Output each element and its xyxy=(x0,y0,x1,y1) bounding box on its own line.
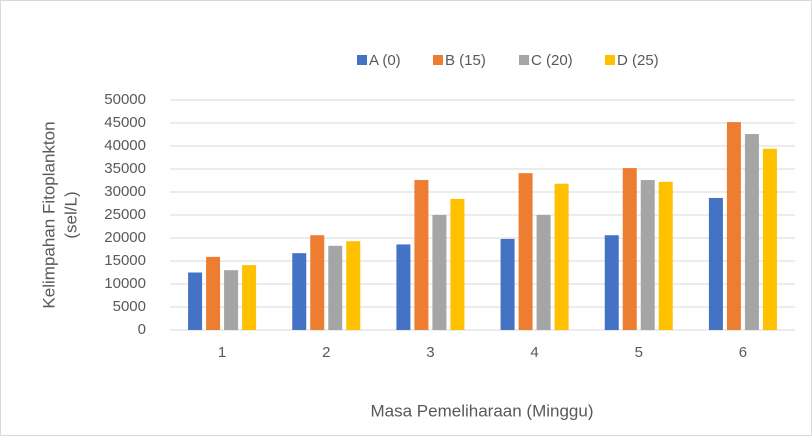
y-tick-label: 30000 xyxy=(104,183,146,200)
y-tick-label: 25000 xyxy=(104,206,146,223)
y-tick-label: 5000 xyxy=(113,298,146,315)
bar xyxy=(310,235,325,330)
legend-swatch xyxy=(357,55,367,65)
legend-label: C (20) xyxy=(531,52,573,69)
bar xyxy=(450,198,465,330)
bar xyxy=(622,168,637,330)
bar xyxy=(432,215,447,330)
legend-swatch xyxy=(519,55,529,65)
y-tick-label: 15000 xyxy=(104,252,146,269)
bar xyxy=(708,197,723,330)
y-tick-label: 35000 xyxy=(104,160,146,177)
y-axis-title-line: Kelimpahan Fitoplankton xyxy=(39,121,58,308)
bar xyxy=(328,245,343,330)
bar xyxy=(346,241,361,330)
bar xyxy=(658,181,673,330)
bar xyxy=(744,134,759,330)
bar xyxy=(500,238,515,330)
legend-swatch xyxy=(605,55,615,65)
x-tick-label: 1 xyxy=(218,344,226,361)
bar xyxy=(396,244,411,330)
x-tick-label: 2 xyxy=(322,344,330,361)
legend-label: D (25) xyxy=(617,52,659,69)
y-axis-title: Kelimpahan Fitoplankton (sel/L) xyxy=(39,121,80,308)
x-tick-label: 6 xyxy=(739,344,747,361)
x-axis-title: Masa Pemeliharaan (Minggu) xyxy=(371,401,594,420)
bar xyxy=(726,122,741,330)
x-tick-label: 3 xyxy=(426,344,434,361)
y-tick-label: 10000 xyxy=(104,275,146,292)
x-tick-label: 4 xyxy=(530,344,538,361)
y-tick-label: 0 xyxy=(138,321,146,338)
bar xyxy=(640,180,655,330)
legend-swatch xyxy=(433,55,443,65)
bar xyxy=(188,272,203,330)
y-tick-label: 45000 xyxy=(104,114,146,131)
bar xyxy=(206,256,221,330)
y-tick-label: 50000 xyxy=(104,91,146,108)
bar xyxy=(762,148,777,330)
bar xyxy=(292,253,307,330)
bar xyxy=(414,180,429,330)
y-tick-label: 40000 xyxy=(104,137,146,154)
bar xyxy=(224,270,239,330)
bar xyxy=(604,235,619,330)
bar xyxy=(242,265,257,330)
x-tick-label: 5 xyxy=(635,344,643,361)
bar xyxy=(554,183,569,330)
legend-label: A (0) xyxy=(369,52,401,69)
y-axis-title-line: (sel/L) xyxy=(61,191,80,238)
bar xyxy=(536,215,551,330)
bar xyxy=(518,173,533,330)
legend-label: B (15) xyxy=(445,52,486,69)
y-tick-label: 20000 xyxy=(104,229,146,246)
